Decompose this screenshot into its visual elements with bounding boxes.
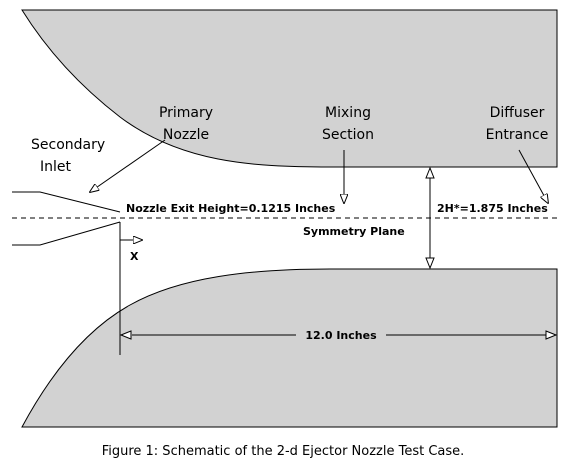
figure-caption: Figure 1: Schematic of the 2-d Ejector N… [102, 444, 465, 459]
primary-nozzle-leader [90, 139, 166, 192]
throat-arrow-bottom [425, 257, 435, 270]
lower-wall [21, 268, 558, 428]
primary-nozzle-label-line1: Primary [159, 105, 213, 121]
diffuser-entrance-label-line1: Diffuser [490, 105, 545, 121]
x-axis-label: X [130, 250, 139, 263]
length-arrow-left [119, 330, 132, 340]
primary-nozzle-label-line2: Nozzle [163, 127, 209, 143]
upper-wall [21, 9, 558, 168]
throat-height-label: 2H*=1.875 Inches [437, 202, 548, 215]
symmetry-plane-label: Symmetry Plane [303, 225, 405, 238]
primary-nozzle-shape [12, 191, 121, 246]
secondary-inlet-label-line1: Secondary [31, 137, 105, 153]
mixing-section-label-line1: Mixing [325, 105, 371, 121]
secondary-inlet-label-line2: Inlet [40, 159, 72, 175]
length-label: 12.0 Inches [305, 329, 377, 342]
diffuser-entrance-label-line2: Entrance [486, 127, 549, 143]
diffuser-entrance-leader [518, 149, 548, 203]
throat-arrow-top [425, 166, 435, 179]
length-arrow-right [545, 330, 558, 340]
mixing-section-label-line2: Section [322, 127, 374, 143]
nozzle-exit-height-label: Nozzle Exit Height=0.1215 Inches [126, 202, 336, 215]
